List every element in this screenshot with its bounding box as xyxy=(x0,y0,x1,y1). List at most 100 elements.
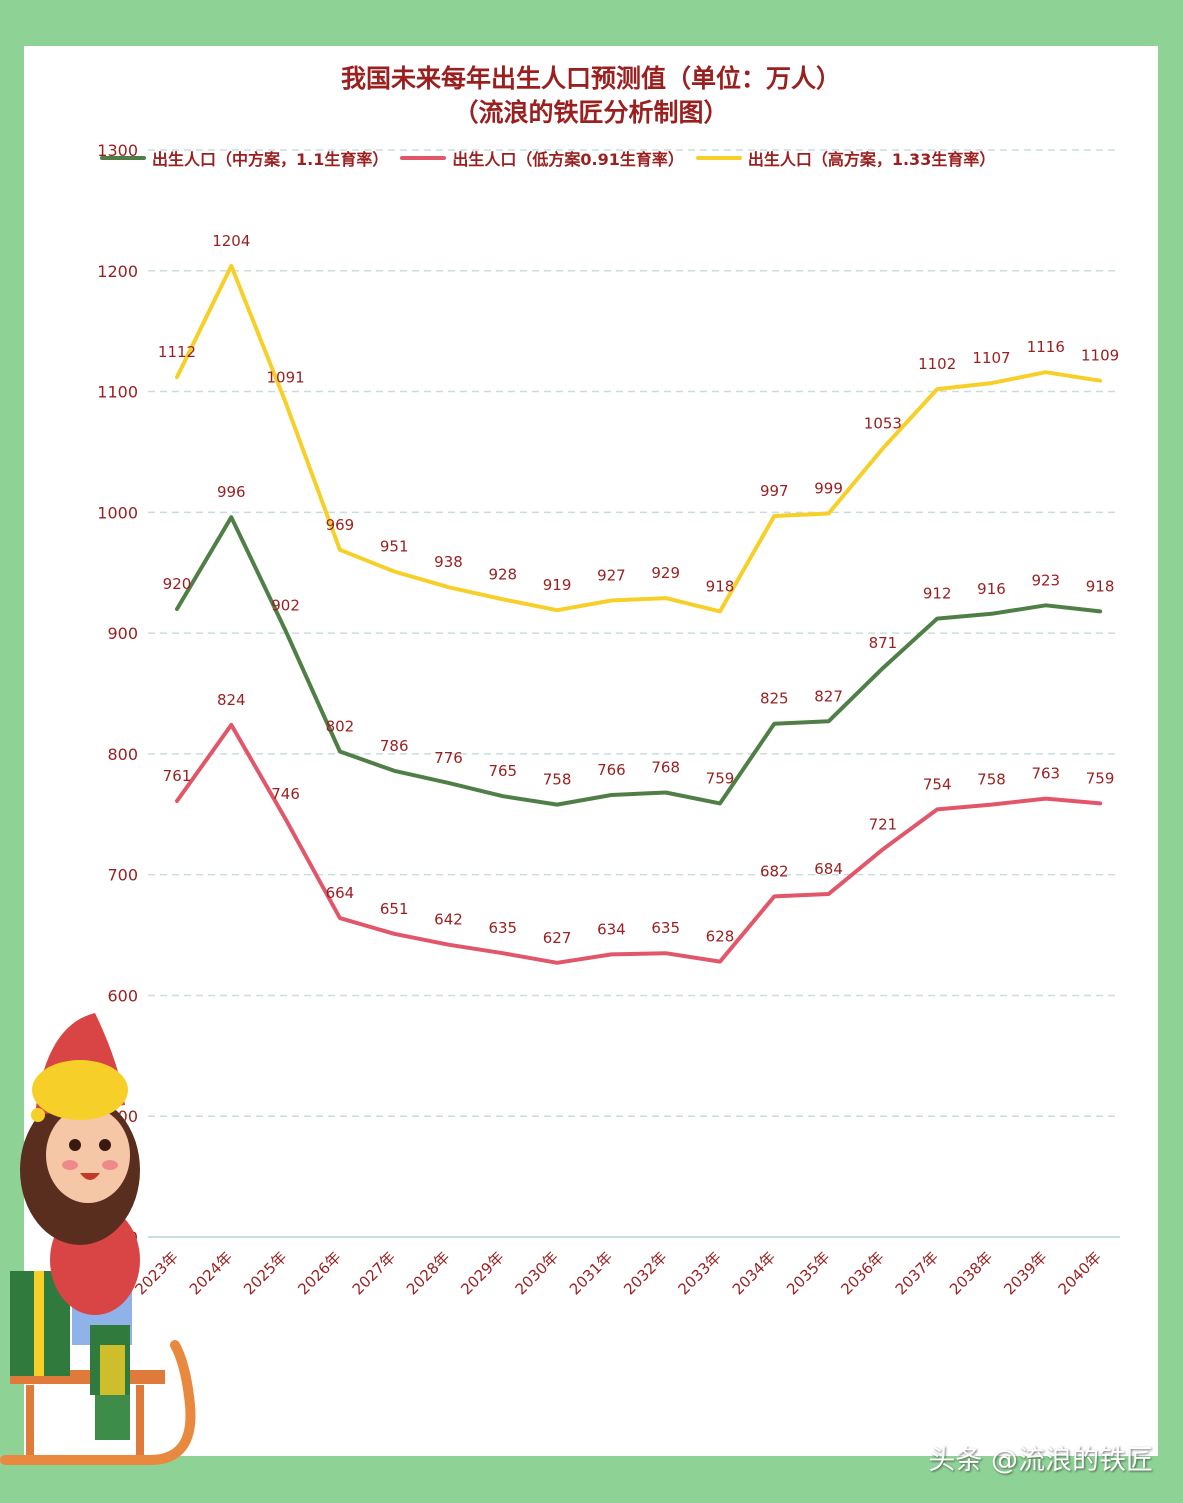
legend-label-high: 出生人口（高方案，1.33生育率） xyxy=(747,150,996,169)
data-label: 682 xyxy=(760,862,789,880)
data-label: 1112 xyxy=(158,343,196,361)
data-label: 827 xyxy=(814,687,843,705)
data-label: 761 xyxy=(163,767,192,785)
data-label: 759 xyxy=(1086,769,1115,787)
data-label: 763 xyxy=(1031,765,1060,783)
data-label: 871 xyxy=(869,634,898,652)
data-label: 999 xyxy=(814,480,843,498)
x-tick-label: 2038年 xyxy=(946,1248,996,1298)
chart-title: 我国未来每年出生人口预测值（单位：万人） （流浪的铁匠分析制图） xyxy=(24,62,1158,130)
data-label: 786 xyxy=(380,737,409,755)
data-label: 766 xyxy=(597,761,626,779)
data-label: 920 xyxy=(163,575,192,593)
data-label: 923 xyxy=(1031,571,1060,589)
data-label: 642 xyxy=(434,911,463,929)
chart-title-line2: （流浪的铁匠分析制图） xyxy=(453,98,729,127)
legend-item-high[interactable]: 出生人口（高方案，1.33生育率） xyxy=(695,146,996,170)
series-line-2 xyxy=(175,263,1103,614)
data-label: 1204 xyxy=(212,232,250,250)
data-label: 1053 xyxy=(864,414,902,432)
data-label: 996 xyxy=(217,483,246,501)
series-line-1 xyxy=(175,722,1103,965)
data-label: 929 xyxy=(651,564,680,582)
x-tick-label: 2027年 xyxy=(349,1248,399,1298)
data-label: 951 xyxy=(380,538,409,556)
data-label: 825 xyxy=(760,690,789,708)
data-label: 776 xyxy=(434,749,463,767)
grid-lines xyxy=(148,149,1120,1238)
data-label: 1091 xyxy=(267,368,305,386)
data-label: 721 xyxy=(869,815,898,833)
x-tick-label: 2030年 xyxy=(512,1248,562,1298)
data-label: 918 xyxy=(1086,577,1115,595)
y-tick-label: 1200 xyxy=(97,262,138,281)
x-tick-label: 2029年 xyxy=(457,1248,507,1298)
data-label: 628 xyxy=(706,928,735,946)
data-label: 918 xyxy=(706,577,735,595)
legend-swatch-medium xyxy=(100,156,146,160)
data-label: 664 xyxy=(326,884,355,902)
data-label: 916 xyxy=(977,580,1006,598)
series-line-0 xyxy=(175,515,1103,807)
data-label: 759 xyxy=(706,769,735,787)
data-label: 651 xyxy=(380,900,409,918)
data-label: 938 xyxy=(434,553,463,571)
x-tick-label: 2026年 xyxy=(294,1248,344,1298)
x-tick-label: 2031年 xyxy=(566,1248,616,1298)
legend-item-low[interactable]: 出生人口（低方案0.91生育率） xyxy=(400,146,684,170)
x-tick-label: 2025年 xyxy=(240,1248,290,1298)
data-label: 758 xyxy=(543,771,572,789)
x-tick-label: 2028年 xyxy=(403,1248,453,1298)
data-label: 928 xyxy=(488,565,517,583)
data-label: 746 xyxy=(271,785,300,803)
data-labels: 920 996 902 802 786 776 765 758 766 768 759 825 827 8… xyxy=(158,232,1119,947)
x-tick-label: 2033年 xyxy=(674,1248,724,1298)
chart-legend: 出生人口（中方案，1.1生育率） 出生人口（低方案0.91生育率） 出生人口（高… xyxy=(100,146,1140,170)
legend-swatch-high xyxy=(695,156,742,160)
data-label: 902 xyxy=(271,597,300,615)
y-tick-label: 800 xyxy=(107,745,138,764)
x-axis-ticks: 2023年 2024年 2025年 2026年 2027年 2028年 2029年 2030年… xyxy=(131,1248,1104,1298)
data-label: 754 xyxy=(923,775,952,793)
y-tick-label: 1100 xyxy=(97,383,138,402)
data-label: 758 xyxy=(977,771,1006,789)
legend-item-medium[interactable]: 出生人口（中方案，1.1生育率） xyxy=(100,146,388,170)
data-label: 1116 xyxy=(1027,338,1065,356)
data-label: 927 xyxy=(597,567,626,585)
y-tick-label: 1300 xyxy=(97,141,138,160)
data-label: 635 xyxy=(651,919,680,937)
data-label: 1102 xyxy=(918,355,956,373)
data-label: 684 xyxy=(814,860,843,878)
watermark-footer: 头条 @流浪的铁匠 xyxy=(928,1445,1153,1476)
x-tick-label: 2040年 xyxy=(1055,1248,1105,1298)
x-tick-label: 2035年 xyxy=(783,1248,833,1298)
chart-title-line1: 我国未来每年出生人口预测值（单位：万人） xyxy=(340,64,841,93)
x-tick-label: 2036年 xyxy=(837,1248,887,1298)
data-label: 1109 xyxy=(1081,347,1119,365)
y-tick-label: 600 xyxy=(107,986,138,1005)
x-tick-label: 2037年 xyxy=(892,1248,942,1298)
data-label: 824 xyxy=(217,691,246,709)
data-label: 768 xyxy=(651,759,680,777)
legend-label-low: 出生人口（低方案0.91生育率） xyxy=(452,150,684,169)
data-label: 1107 xyxy=(972,349,1010,367)
y-tick-label: 900 xyxy=(107,624,138,643)
data-label: 634 xyxy=(597,920,626,938)
x-tick-label: 2039年 xyxy=(1000,1248,1050,1298)
x-tick-label: 2032年 xyxy=(620,1248,670,1298)
data-label: 912 xyxy=(923,585,952,603)
y-tick-label: 700 xyxy=(107,866,138,885)
data-label: 802 xyxy=(326,717,355,735)
data-label: 997 xyxy=(760,482,789,500)
legend-label-medium: 出生人口（中方案，1.1生育率） xyxy=(152,150,389,169)
y-tick-label: 1000 xyxy=(97,503,138,522)
data-label: 635 xyxy=(488,919,517,937)
data-label: 969 xyxy=(326,516,355,534)
data-label: 765 xyxy=(488,762,517,780)
data-label: 919 xyxy=(543,576,572,594)
elf-illustration xyxy=(0,1013,196,1465)
x-tick-label: 2034年 xyxy=(729,1248,779,1298)
legend-swatch-low xyxy=(400,156,447,160)
series-lines xyxy=(175,263,1103,965)
